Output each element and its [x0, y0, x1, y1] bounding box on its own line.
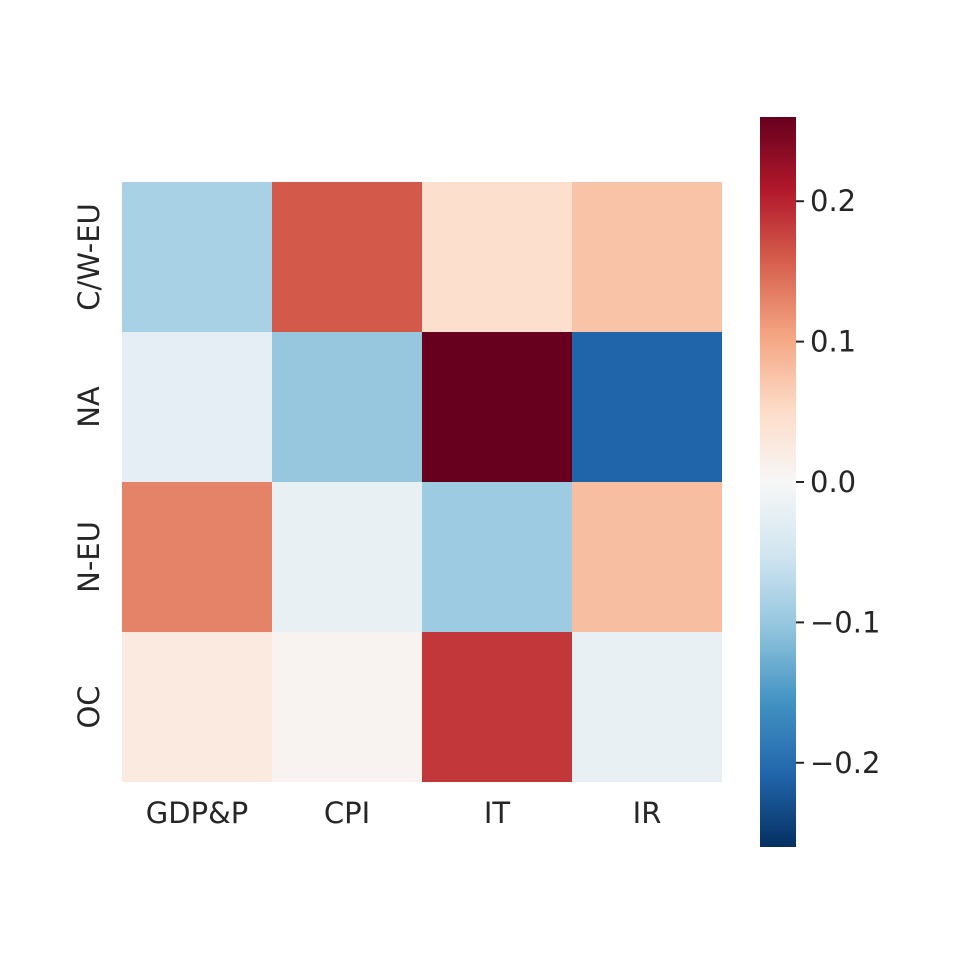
heatmap-cell-2-2 — [422, 482, 572, 632]
heatmap-cell-3-0 — [122, 632, 272, 782]
colorbar: 0.2 0.1 0.0 −0.1 −0.2 — [760, 117, 880, 847]
x-tick-label: IT — [484, 796, 511, 830]
y-tick-label: NA — [72, 386, 106, 428]
heatmap-cell-3-1 — [272, 632, 422, 782]
x-tick-label: CPI — [324, 796, 370, 830]
heatmap-cell-1-2 — [422, 332, 572, 482]
heatmap-cell-3-3 — [572, 632, 722, 782]
y-axis-ticks: C/W-EU NA N-EU OC — [72, 203, 106, 728]
y-tick-label: N-EU — [72, 521, 106, 593]
colorbar-tick-label: −0.2 — [810, 746, 880, 780]
x-axis-ticks: GDP&P CPI IT IR — [146, 796, 662, 830]
heatmap-cell-3-2 — [422, 632, 572, 782]
x-tick-label: IR — [633, 796, 662, 830]
heatmap-cell-1-1 — [272, 332, 422, 482]
heatmap-cell-0-0 — [122, 182, 272, 332]
colorbar-tick-label: 0.1 — [810, 325, 856, 359]
heatmap-cell-1-3 — [572, 332, 722, 482]
x-tick-label: GDP&P — [146, 796, 248, 830]
y-tick-label: OC — [72, 685, 106, 728]
heatmap-cells — [122, 182, 722, 782]
colorbar-gradient — [760, 117, 796, 847]
colorbar-tick-label: 0.2 — [810, 184, 856, 218]
y-tick-label: C/W-EU — [72, 203, 106, 311]
heatmap-cell-0-1 — [272, 182, 422, 332]
heatmap-cell-0-3 — [572, 182, 722, 332]
heatmap-cell-2-0 — [122, 482, 272, 632]
heatmap-cell-2-3 — [572, 482, 722, 632]
colorbar-tick-label: 0.0 — [810, 465, 856, 499]
colorbar-tick-label: −0.1 — [810, 605, 880, 639]
heatmap-cell-1-0 — [122, 332, 272, 482]
heatmap-cell-2-1 — [272, 482, 422, 632]
heatmap-cell-0-2 — [422, 182, 572, 332]
